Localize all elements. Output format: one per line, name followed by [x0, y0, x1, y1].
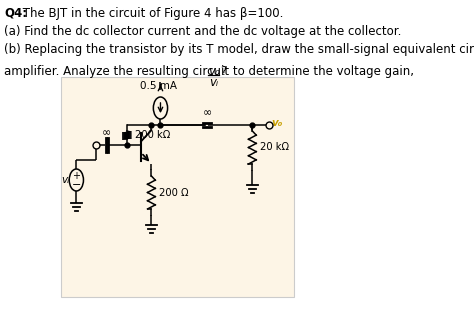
Text: (b) Replacing the transistor by its T model, draw the small-signal equivalent ci: (b) Replacing the transistor by its T mo… [4, 43, 474, 56]
Text: ∞: ∞ [202, 108, 212, 118]
Text: v₀: v₀ [209, 65, 220, 78]
Text: 20 kΩ: 20 kΩ [260, 142, 289, 152]
Text: 0.5 mA: 0.5 mA [140, 81, 177, 91]
Text: vᵢ: vᵢ [61, 175, 69, 185]
Text: vᵢ: vᵢ [210, 76, 219, 89]
Text: 200 kΩ: 200 kΩ [135, 130, 170, 140]
Text: +: + [73, 171, 81, 181]
Text: (a) Find the dc collector current and the dc voltage at the collector.: (a) Find the dc collector current and th… [4, 25, 401, 38]
Text: 200 Ω: 200 Ω [159, 187, 189, 198]
FancyBboxPatch shape [62, 77, 294, 297]
Text: v₀: v₀ [272, 118, 283, 128]
Text: amplifier. Analyze the resulting circuit to determine the voltage gain,: amplifier. Analyze the resulting circuit… [4, 65, 414, 78]
Text: Q4:: Q4: [4, 7, 27, 20]
Text: −: − [72, 180, 81, 190]
Text: ∞: ∞ [102, 128, 111, 138]
Text: The BJT in the circuit of Figure 4 has β=100.: The BJT in the circuit of Figure 4 has β… [19, 7, 283, 20]
Text: ?: ? [220, 65, 226, 78]
